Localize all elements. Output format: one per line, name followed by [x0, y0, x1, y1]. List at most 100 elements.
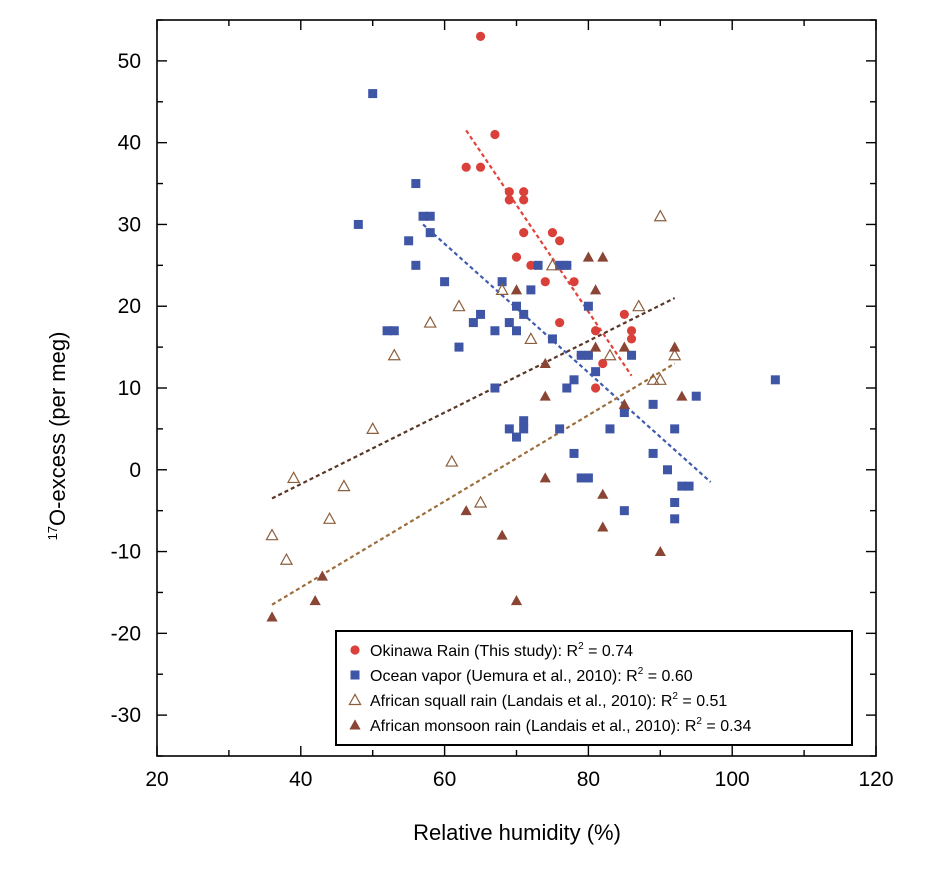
- data-point-series-1: [504, 187, 514, 197]
- data-point-series-2: [662, 465, 672, 475]
- data-point-series-1: [461, 162, 471, 172]
- data-point-series-2: [555, 424, 565, 434]
- data-point-series-2: [670, 424, 680, 434]
- legend-r2-label: R: [567, 643, 579, 660]
- data-point-series-4: [676, 390, 688, 401]
- data-point-series-2: [670, 497, 680, 507]
- data-point-series-2: [569, 448, 579, 458]
- x-tick-label: 120: [858, 768, 893, 791]
- data-point-series-4: [669, 341, 681, 352]
- legend-r2-superscript: 2: [638, 666, 644, 677]
- data-point-series-3: [279, 552, 294, 565]
- data-point-series-3: [646, 372, 660, 385]
- data-point-series-1: [511, 252, 522, 262]
- legend-marker-4: [349, 719, 361, 730]
- data-point-series-3: [423, 315, 437, 328]
- data-point-series-2: [512, 301, 521, 311]
- data-point-series-1: [490, 129, 500, 140]
- data-point-series-3: [286, 471, 301, 484]
- data-point-series-2: [519, 416, 529, 426]
- data-point-series-2: [519, 424, 529, 434]
- data-point-series-4: [539, 357, 551, 368]
- data-point-series-4: [539, 390, 551, 401]
- data-point-series-3: [265, 528, 279, 541]
- data-point-series-1: [626, 326, 637, 336]
- trend-line-series-1: [465, 129, 633, 377]
- data-point-series-2: [425, 228, 435, 238]
- legend-r2-value: = 0.34: [702, 718, 751, 735]
- data-point-series-3: [632, 299, 646, 312]
- x-axis-title: Relative humidity (%): [413, 820, 621, 845]
- data-point-series-1: [569, 277, 579, 287]
- data-point-series-1: [590, 326, 601, 336]
- data-point-series-4: [510, 595, 523, 606]
- trend-line-series-4: [271, 362, 676, 606]
- legend-r2-label: R: [661, 693, 673, 710]
- legend-label-3: African squall rain (Landais et al., 201…: [370, 691, 727, 710]
- data-point-series-4: [510, 284, 523, 295]
- legend: Okinawa Rain (This study): R2 = 0.74Ocea…: [335, 630, 853, 746]
- data-point-series-2: [411, 260, 421, 270]
- data-point-series-2: [576, 473, 586, 483]
- data-point-series-3: [337, 479, 351, 492]
- data-point-series-1: [475, 31, 486, 41]
- data-point-series-4: [460, 505, 472, 516]
- data-point-series-3: [653, 209, 667, 222]
- data-point-series-2: [440, 277, 450, 287]
- data-point-series-3: [653, 372, 667, 385]
- x-tick-label: 100: [715, 768, 750, 791]
- y-tick-label: -20: [111, 622, 141, 645]
- data-point-series-2: [526, 285, 536, 295]
- y-tick-label: 30: [118, 213, 141, 236]
- legend-r2-superscript: 2: [578, 641, 584, 652]
- data-point-series-2: [476, 309, 486, 319]
- data-point-series-1: [626, 334, 637, 344]
- data-point-series-2: [519, 309, 529, 319]
- y-tick-label: 10: [118, 377, 141, 400]
- data-point-series-4: [597, 521, 609, 532]
- data-point-series-4: [316, 570, 328, 581]
- x-tick-label: 60: [433, 768, 456, 791]
- data-point-series-1: [475, 162, 486, 172]
- data-point-series-2: [504, 318, 514, 328]
- data-point-series-2: [691, 391, 701, 401]
- legend-r2-value: = 0.74: [584, 643, 633, 660]
- data-point-series-4: [597, 251, 609, 262]
- legend-r2-label: R: [626, 668, 638, 685]
- data-point-series-3: [387, 348, 401, 361]
- legend-series-name: Okinawa Rain (This study):: [370, 643, 567, 660]
- data-point-series-1: [540, 277, 550, 287]
- data-point-series-2: [591, 367, 601, 377]
- data-point-series-1: [590, 383, 601, 393]
- data-point-series-2: [627, 350, 637, 360]
- data-point-series-3: [445, 454, 459, 467]
- legend-marker-1: [350, 645, 360, 655]
- data-point-series-2: [490, 383, 500, 393]
- data-point-series-1: [519, 228, 529, 238]
- data-point-series-4: [589, 341, 602, 352]
- data-point-series-3: [668, 348, 682, 361]
- data-point-series-1: [519, 187, 529, 197]
- x-tick-label: 80: [577, 768, 600, 791]
- data-point-series-4: [618, 398, 630, 409]
- x-tick-label: 20: [145, 768, 168, 791]
- data-point-series-4: [496, 529, 508, 540]
- data-point-series-3: [473, 495, 488, 508]
- data-point-series-4: [589, 284, 602, 295]
- data-point-series-2: [619, 408, 629, 418]
- data-point-series-2: [490, 326, 500, 336]
- data-point-series-1: [619, 309, 629, 319]
- data-point-series-2: [562, 260, 572, 270]
- data-point-series-3: [366, 422, 380, 434]
- trend-line-series-2: [422, 223, 712, 483]
- legend-marker-3: [348, 693, 362, 706]
- data-point-series-2: [555, 260, 565, 270]
- data-point-series-2: [418, 211, 428, 221]
- legend-series-name: African monsoon rain (Landais et al., 20…: [370, 718, 685, 735]
- data-point-series-4: [654, 545, 666, 557]
- data-point-series-1: [555, 317, 565, 328]
- data-point-series-2: [425, 211, 435, 221]
- data-point-series-2: [468, 318, 478, 328]
- legend-label-4: African monsoon rain (Landais et al., 20…: [370, 716, 751, 735]
